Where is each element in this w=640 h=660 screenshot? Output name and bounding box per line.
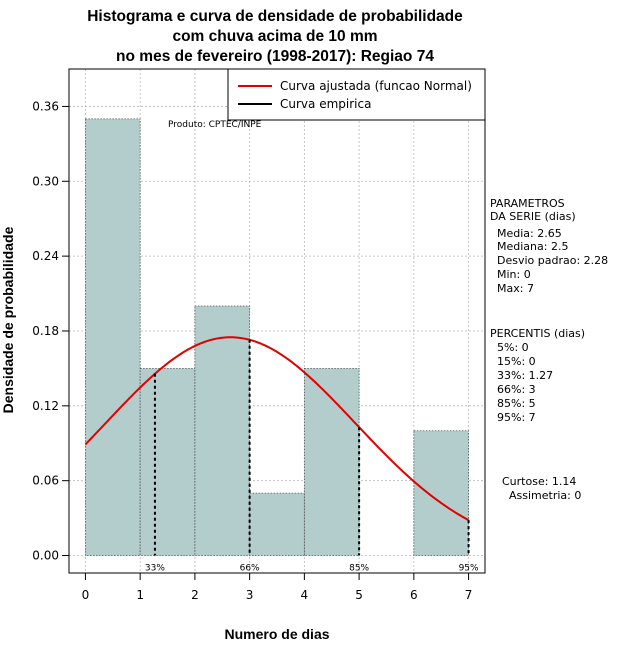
chart-title-line-3: no mes de fevereiro (1998-2017): Regiao … [116, 48, 434, 65]
fitted-curve-layer [84, 336, 470, 522]
legend-box [227, 68, 486, 121]
percentile-marker-label-3: 95% [459, 564, 479, 574]
legend: Curva ajustada (funcao Normal) Curva emp… [227, 68, 486, 121]
fitted-normal-curve [84, 336, 470, 522]
y-tick-label-2: 0.12 [32, 399, 59, 413]
x-tick-label-4: 4 [301, 588, 309, 602]
param-media: Media: 2.65 [497, 227, 562, 240]
histogram-bar-1 [139, 368, 196, 556]
param-min: Min: 0 [497, 268, 531, 281]
params-title-1: PARAMETROS [490, 197, 565, 210]
x-tick-label-7: 7 [465, 588, 473, 602]
percentil-85: 85%: 5 [497, 397, 536, 410]
y-tick-label-6: 0.36 [32, 99, 59, 113]
percentil-5: 5%: 0 [497, 341, 529, 354]
percentil-95: 95%: 7 [497, 411, 536, 424]
histogram-bar-3 [249, 492, 305, 556]
param-mediana: Mediana: 2.5 [497, 240, 568, 253]
y-tick-label-1: 0.06 [32, 474, 59, 488]
curtose-value: Curtose: 1.14 [502, 475, 576, 488]
percentile-marker-label-1: 66% [240, 564, 260, 574]
percentiles-panel: PERCENTIS (dias) 5%: 0 15%: 0 33%: 1.27 … [490, 327, 585, 424]
histogram-bars [85, 118, 469, 556]
histogram-bar-4 [303, 368, 360, 556]
histogram-bar-6 [413, 430, 469, 556]
percentil-33: 33%: 1.27 [497, 369, 553, 382]
y-tick-label-4: 0.24 [32, 249, 59, 263]
x-tick-label-3: 3 [246, 588, 254, 602]
assimetria-value: Assimetria: 0 [509, 489, 581, 502]
params-title-2: DA SERIE (dias) [490, 210, 576, 223]
x-tick-label-6: 6 [410, 588, 418, 602]
percentis-title: PERCENTIS (dias) [490, 327, 585, 340]
x-tick-label-5: 5 [355, 588, 363, 602]
percentile-marker-label-0: 33% [145, 564, 165, 574]
chart-title-line-2: com chuva acima de 10 mm [172, 28, 377, 45]
percentile-markers: 33% 66% 85% 95% [145, 339, 479, 574]
y-tick-label-5: 0.30 [32, 174, 59, 188]
x-axis-label: Numero de dias [224, 626, 329, 642]
param-max: Max: 7 [497, 282, 534, 295]
legend-label-fitted: Curva ajustada (funcao Normal) [280, 79, 472, 93]
histogram-bar-2 [194, 305, 251, 556]
percentile-marker-label-2: 85% [349, 564, 369, 574]
x-tick-label-0: 0 [82, 588, 90, 602]
percentil-66: 66%: 3 [497, 383, 536, 396]
param-desvio: Desvio padrao: 2.28 [497, 254, 608, 267]
y-axis-label: Densidade de probabilidade [0, 226, 16, 413]
x-tick-label-1: 1 [136, 588, 144, 602]
x-tick-label-2: 2 [191, 588, 199, 602]
product-annotation: Produto: CPTEC/INPE [168, 120, 262, 130]
y-tick-label-0: 0.00 [32, 549, 59, 563]
y-tick-label-3: 0.18 [32, 324, 59, 338]
series-parameters-panel: PARAMETROS DA SERIE (dias) Media: 2.65 M… [490, 197, 608, 295]
chart-title-line-1: Histograma e curva de densidade de proba… [87, 8, 463, 25]
legend-label-empirical: Curva empirica [280, 97, 371, 111]
histogram-bar-0 [85, 118, 141, 556]
percentil-15: 15%: 0 [497, 355, 536, 368]
